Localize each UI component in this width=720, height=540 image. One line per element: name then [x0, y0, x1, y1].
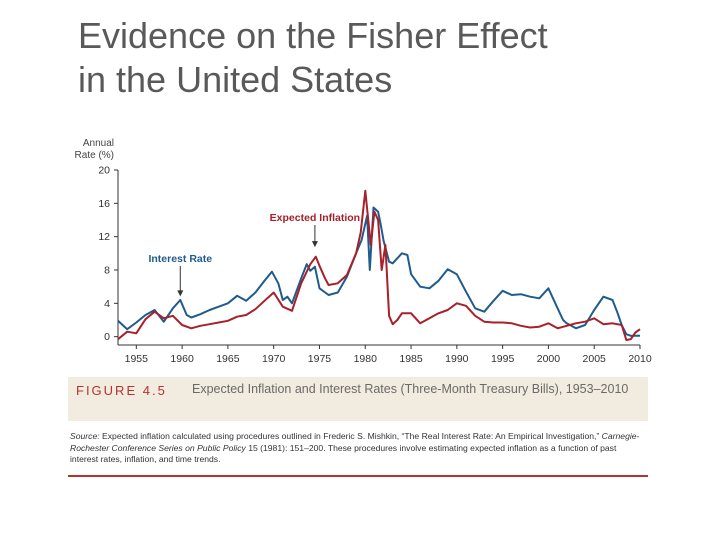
y-tick-label: 4: [104, 298, 110, 310]
slide-title-line-2: in the United States: [78, 59, 393, 100]
figure-label: FIGURE 4.5: [76, 383, 167, 398]
x-tick-label: 1990: [445, 353, 469, 365]
interest-rate-annotation-label: Interest Rate: [148, 253, 212, 265]
x-tick-label: 1965: [216, 353, 240, 365]
slide-title-line-1: Evidence on the Fisher Effect: [78, 15, 548, 56]
slide-title: Evidence on the Fisher Effect in the Uni…: [78, 14, 698, 102]
source-journal: Carnegie-Rochester Conference Series on …: [70, 431, 640, 453]
x-tick-label: 1995: [491, 353, 515, 365]
y-axis-label-line-2: Rate (%): [75, 150, 114, 161]
x-tick-label: 1985: [399, 353, 423, 365]
chart-series: [117, 189, 641, 341]
x-tick-label: 2010: [628, 353, 652, 365]
fisher-effect-chart: Annual Rate (%) 0 4 8 12 16 20 1955 1960 1965 197…: [75, 138, 652, 366]
expected-inflation-series-line: [117, 189, 641, 341]
interest-rate-series-line: [117, 206, 640, 337]
y-tick-label: 8: [104, 265, 110, 277]
source-text-2: 15 (1981): 151–200. These procedures inv…: [70, 442, 617, 465]
chart-axes: 0 4 8 12 16 20 1955 1960 1965 1970 1975 1980 1985 199…: [98, 165, 652, 366]
source-text-1: Expected inflation calculated using proc…: [102, 431, 600, 441]
x-tick-label: 2005: [583, 353, 607, 365]
source-label: Source:: [70, 431, 100, 441]
figure-caption: Expected Inflation and Interest Rates (T…: [192, 382, 629, 396]
y-axis-label-line-1: Annual: [83, 138, 114, 149]
expected-inflation-annotation-arrowhead: [311, 241, 318, 248]
y-tick-label: 16: [98, 198, 110, 210]
x-tick-label: 1955: [125, 353, 149, 365]
y-tick-label: 0: [104, 331, 110, 343]
figure-caption-bar: FIGURE 4.5 Expected Inflation and Intere…: [68, 377, 648, 421]
y-tick-label: 20: [98, 165, 110, 177]
expected-inflation-annotation-label: Expected Inflation: [270, 212, 360, 224]
x-tick-label: 1980: [354, 353, 378, 365]
chart-annotations: Interest Rate Expected Inflation: [148, 212, 360, 297]
x-tick-label: 1960: [170, 353, 194, 365]
source-note: Source: Expected inflation calculated us…: [70, 431, 646, 466]
figure-bottom-rule: [68, 475, 648, 477]
interest-rate-annotation-arrowhead: [177, 290, 184, 297]
x-tick-label: 1970: [262, 353, 286, 365]
x-tick-label: 2000: [537, 353, 561, 365]
y-tick-label: 12: [98, 231, 110, 243]
x-tick-label: 1975: [308, 353, 332, 365]
